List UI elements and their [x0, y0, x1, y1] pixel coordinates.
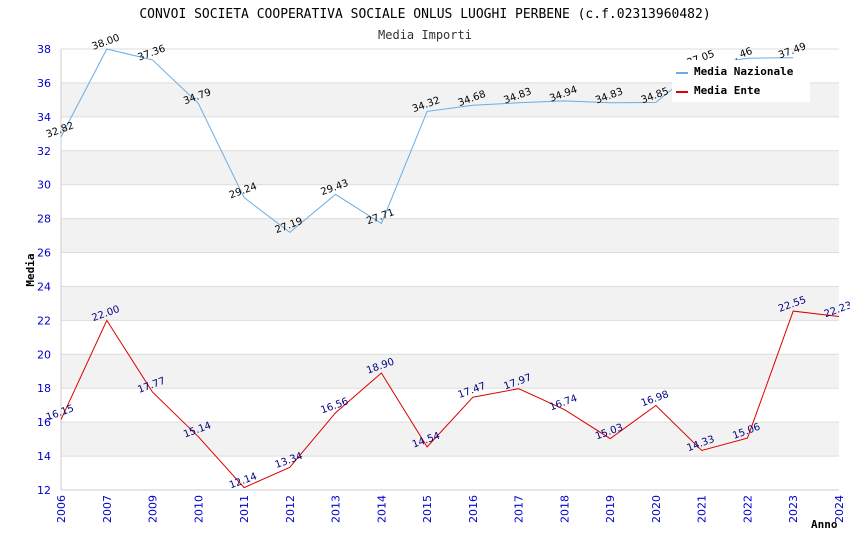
grid-band — [61, 286, 839, 321]
x-tick-label: 2011 — [238, 495, 251, 523]
x-tick-label: 2017 — [513, 495, 526, 523]
x-tick-label: 2009 — [147, 495, 160, 523]
grid-band — [61, 422, 839, 457]
grid-band — [61, 218, 839, 253]
x-tick-label: 2016 — [467, 495, 480, 523]
y-tick-label: 18 — [37, 382, 51, 395]
x-tick-label: 2010 — [192, 495, 205, 523]
y-axis-label: Media — [24, 253, 37, 286]
y-tick-label: 22 — [37, 314, 51, 327]
y-tick-label: 16 — [37, 416, 51, 429]
x-axis-ticks: 2006 2007 2009 2010 2011 2012 2013 2014 2015 2016… — [55, 495, 846, 523]
data-label: 16.15 — [45, 403, 76, 423]
x-tick-label: 2012 — [284, 495, 297, 523]
chart-title: CONVOI SOCIETA COOPERATIVA SOCIALE ONLUS… — [139, 7, 710, 22]
grid-lines — [60, 48, 839, 491]
x-tick-label: 2018 — [558, 495, 571, 523]
x-tick-label: 2013 — [330, 495, 343, 523]
series-lines — [60, 48, 840, 489]
series-line-media-nazionale — [60, 48, 794, 234]
x-axis-label: Anno — [811, 518, 838, 531]
x-tick-label: 2006 — [55, 495, 68, 523]
legend-box — [672, 60, 810, 102]
series-line-media-ente — [60, 310, 840, 489]
legend: Media Nazionale Media Ente — [672, 60, 810, 102]
y-axis-ticks: 12 14 16 18 20 22 24 26 28 30 32 34 36 38 — [37, 43, 51, 497]
y-tick-label: 36 — [37, 77, 51, 90]
legend-label-media-nazionale: Media Nazionale — [694, 65, 794, 78]
x-tick-label: 2020 — [650, 495, 663, 523]
x-tick-label: 2024 — [833, 495, 846, 523]
grid-band — [61, 354, 839, 389]
data-label: 16.74 — [548, 393, 579, 413]
grid-band — [61, 150, 839, 185]
y-tick-label: 30 — [37, 179, 51, 192]
legend-label-media-ente: Media Ente — [694, 84, 761, 97]
x-tick-label: 2007 — [101, 495, 114, 523]
x-tick-label: 2022 — [741, 495, 754, 523]
grid-bands — [61, 82, 839, 457]
y-tick-label: 24 — [37, 280, 51, 293]
data-label: 37.36 — [136, 43, 167, 63]
x-tick-label: 2019 — [604, 495, 617, 523]
y-tick-label: 26 — [37, 247, 51, 260]
y-tick-label: 12 — [37, 484, 51, 497]
y-tick-label: 38 — [37, 43, 51, 56]
y-tick-label: 28 — [37, 213, 51, 226]
y-tick-label: 14 — [37, 450, 51, 463]
chart-subtitle: Media Importi — [378, 28, 472, 42]
x-tick-label: 2021 — [696, 495, 709, 523]
y-tick-label: 34 — [37, 111, 51, 124]
data-label: 37.49 — [777, 41, 808, 61]
x-tick-label: 2015 — [421, 495, 434, 523]
y-tick-label: 32 — [37, 145, 51, 158]
x-tick-label: 2014 — [375, 495, 388, 523]
x-tick-label: 2023 — [787, 495, 800, 523]
y-tick-label: 20 — [37, 348, 51, 361]
